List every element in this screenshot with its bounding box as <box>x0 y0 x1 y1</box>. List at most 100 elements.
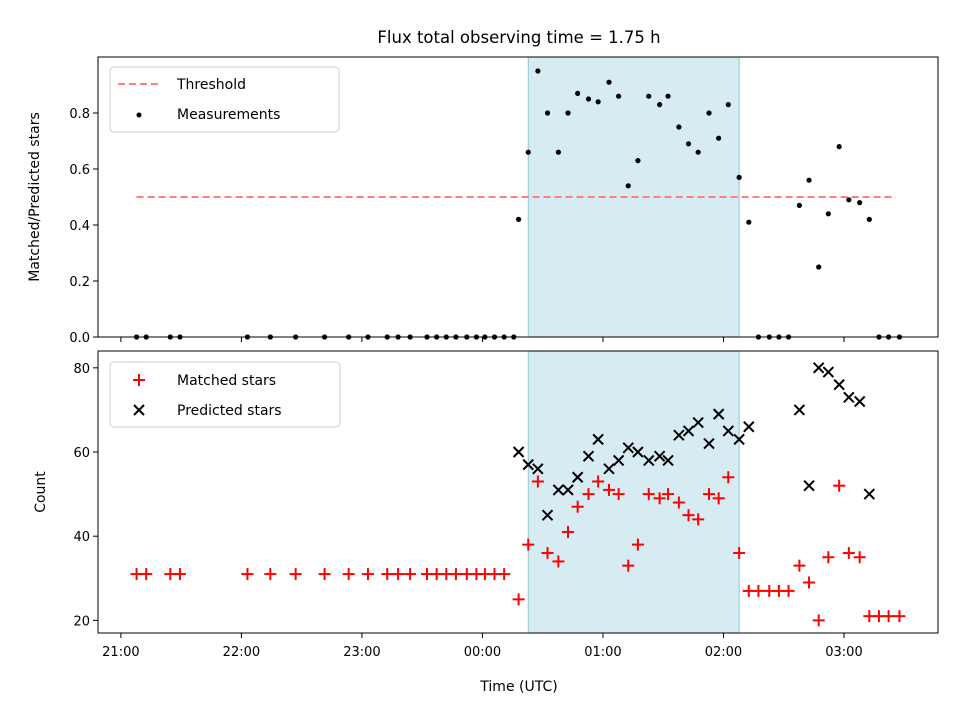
measurement-point <box>857 200 863 206</box>
x-tick-label: 02:00 <box>705 645 742 660</box>
legend-predicted-swatch <box>133 404 145 416</box>
y-tick-label: 0.0 <box>69 331 90 346</box>
matched-star-point <box>289 568 302 581</box>
y-tick-label: 80 <box>73 362 90 377</box>
x-tick-label: 01:00 <box>584 645 621 660</box>
measurement-point <box>716 135 722 141</box>
matched-star-point <box>562 525 575 538</box>
matched-star-point <box>582 488 595 501</box>
measurement-point <box>695 149 701 155</box>
matched-stars-series <box>130 471 906 627</box>
matched-star-point <box>882 610 895 623</box>
measurement-point <box>616 93 622 99</box>
legend-threshold-label: Threshold <box>176 77 246 93</box>
predicted-stars-series <box>512 362 876 521</box>
measurement-point <box>816 264 822 270</box>
measurement-point <box>836 144 842 150</box>
matched-star-point <box>653 492 666 505</box>
measurement-point <box>635 158 641 164</box>
matched-star-point <box>361 568 374 581</box>
matched-star-point <box>592 475 605 488</box>
matched-star-point <box>793 559 806 572</box>
predicted-star-point <box>612 454 625 467</box>
predicted-star-point <box>692 416 704 429</box>
measurement-point <box>825 211 831 217</box>
predicted-star-point <box>833 378 845 391</box>
matched-star-point <box>449 568 462 581</box>
matched-star-point <box>404 568 417 581</box>
bottom-legend-box <box>109 361 341 428</box>
bottom-highlight-span <box>527 350 740 634</box>
matched-star-point <box>622 559 635 572</box>
matched-star-point <box>522 538 535 551</box>
matched-star-point <box>733 547 746 560</box>
matched-star-point <box>498 568 511 581</box>
matched-star-point <box>822 551 835 564</box>
predicted-star-point <box>793 404 806 416</box>
measurement-point <box>657 102 663 108</box>
matched-star-point <box>392 568 405 581</box>
measurement-point <box>516 216 522 222</box>
matched-star-point <box>241 568 254 581</box>
top-y-axis-ticks: 0.0 0.2 0.4 0.6 0.8 <box>69 107 98 346</box>
predicted-star-point <box>843 391 855 404</box>
predicted-star-point <box>512 446 525 458</box>
measurement-point <box>555 149 561 155</box>
matched-star-point <box>722 471 735 484</box>
predicted-star-point <box>643 454 655 467</box>
y-tick-label: 0.8 <box>69 107 90 122</box>
measurement-point <box>595 99 601 105</box>
measurement-point <box>544 110 551 116</box>
measurement-point <box>746 219 752 225</box>
predicted-star-point <box>853 395 866 408</box>
matched-star-point <box>602 483 615 496</box>
predicted-star-point <box>632 446 644 458</box>
top-legend-box <box>109 66 340 133</box>
measurement-point <box>585 96 592 102</box>
top-axes-frame <box>97 56 939 338</box>
chart-title: Flux total observing time = 1.75 h <box>377 28 660 47</box>
matched-star-point <box>531 475 544 488</box>
matched-star-point <box>381 568 394 581</box>
measurement-point <box>866 216 872 222</box>
top-panel: 0.00.20.40.60.8 Matched/Predicted stars … <box>27 56 939 346</box>
matched-star-point <box>541 547 554 560</box>
predicted-star-point <box>803 479 815 492</box>
predicted-star-point <box>592 433 604 446</box>
legend-measurements-label: Measurements <box>177 107 280 123</box>
matched-star-point <box>264 568 277 581</box>
predicted-star-point <box>603 463 615 475</box>
bottom-axes-frame <box>97 350 939 634</box>
matched-star-point <box>692 513 705 526</box>
predicted-star-point <box>582 450 595 462</box>
predicted-star-point <box>712 408 725 420</box>
measurement-point <box>796 202 803 208</box>
y-tick-label: 0.2 <box>69 275 90 290</box>
matched-star-point <box>642 488 655 501</box>
predicted-star-point <box>863 488 876 500</box>
legend-matched-swatch <box>133 374 145 386</box>
measurement-point <box>525 149 531 155</box>
matched-star-point <box>893 610 906 623</box>
matched-star-point <box>803 576 816 589</box>
x-axis-label: Time (UTC) <box>479 679 557 695</box>
top-legend: Threshold Measurements <box>109 66 340 133</box>
top-x-axis-ticks <box>120 337 845 342</box>
y-tick-label: 0.4 <box>69 219 90 234</box>
predicted-star-point <box>733 433 745 446</box>
legend-predicted-label: Predicted stars <box>177 403 282 419</box>
x-tick-label: 00:00 <box>464 645 501 660</box>
y-tick-label: 40 <box>73 530 90 545</box>
x-tick-label: 21:00 <box>102 645 139 660</box>
measurement-point <box>646 93 652 99</box>
matched-star-point <box>512 593 525 606</box>
measurement-point <box>665 93 671 99</box>
measurement-point <box>625 183 631 189</box>
measurement-point <box>706 110 712 116</box>
y-tick-label: 0.6 <box>69 163 90 178</box>
matched-star-point <box>853 551 866 564</box>
matched-star-point <box>672 496 685 509</box>
matched-star-point <box>318 568 331 581</box>
predicted-star-point <box>622 442 634 454</box>
